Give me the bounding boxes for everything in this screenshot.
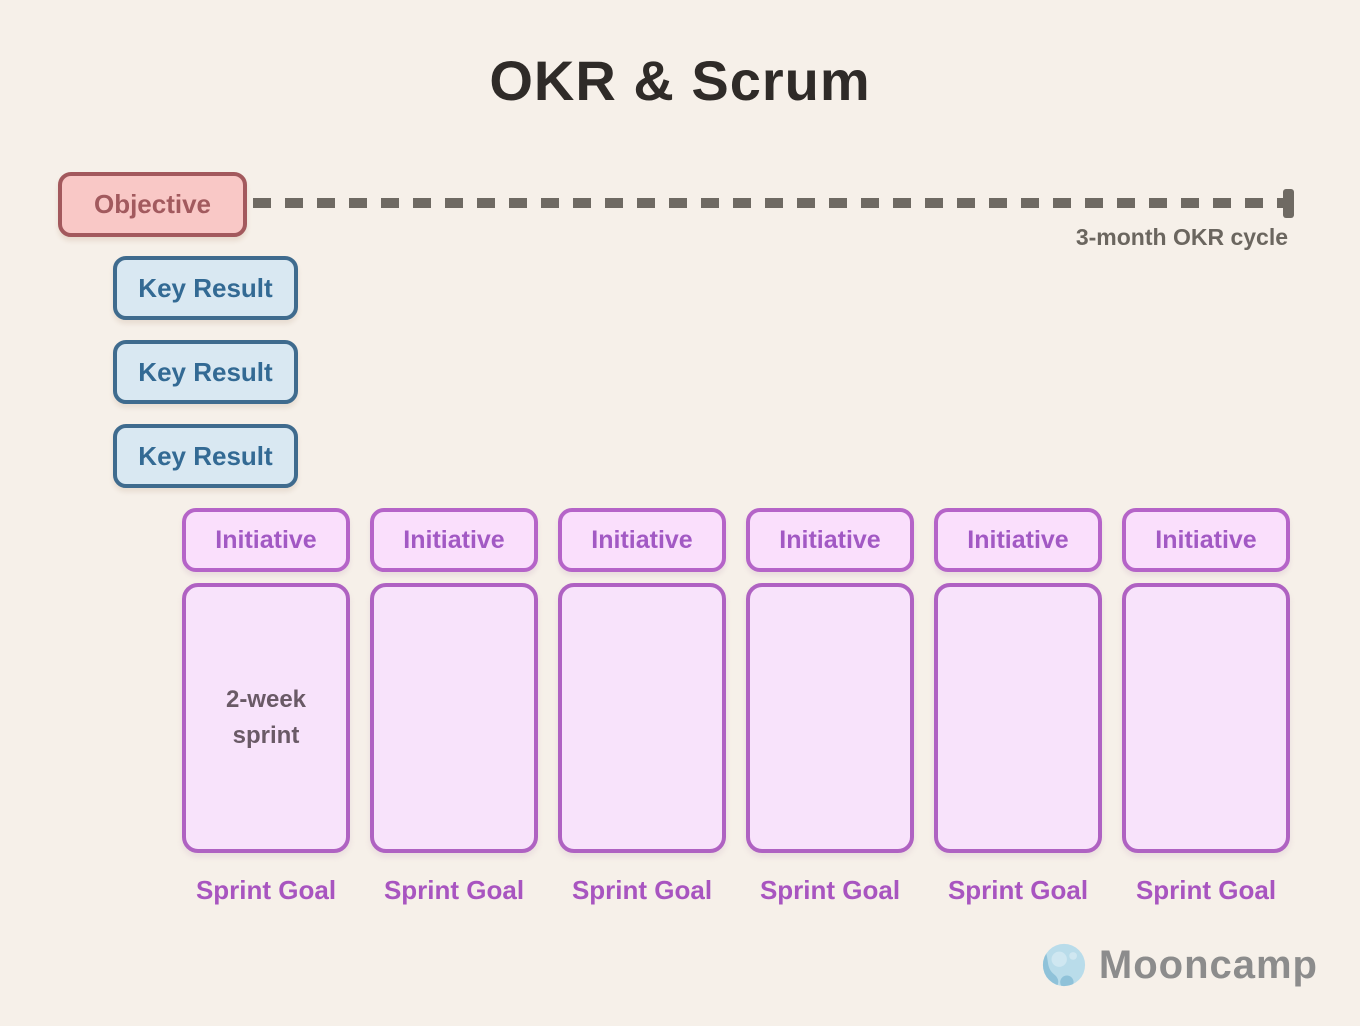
sprint-column: Initiative Sprint Goal [746,508,914,906]
sprint-goal-label: Sprint Goal [383,875,525,905]
sprint-box [746,583,914,853]
initiative-label: Initiative [779,525,881,554]
key-result-label: Key Result [138,272,273,303]
sprint-columns: Initiative 2-week sprint Sprint Goal Ini… [182,508,1290,906]
sprint-column: Initiative Sprint Goal [934,508,1102,906]
sprint-box: 2-week sprint [182,583,350,853]
brand-footer: Mooncamp [1041,942,1318,988]
okr-cycle-label: 3-month OKR cycle [1075,224,1288,250]
objective-label: Objective [93,189,212,219]
initiative-box: Initiative [746,508,914,572]
sprint-goal-label: Sprint Goal [759,875,901,905]
key-result-box: Key Result [113,340,298,404]
sprint-goal-label: Sprint Goal [1135,875,1277,905]
sprint-box [934,583,1102,853]
sprint-box [370,583,538,853]
okr-cycle-dashed-line [253,198,1283,208]
initiative-label: Initiative [591,525,693,554]
key-result-box: Key Result [113,424,298,488]
page-title: OKR & Scrum [489,49,871,112]
sprint-column: Initiative Sprint Goal [370,508,538,906]
initiative-box: Initiative [370,508,538,572]
brand-name: Mooncamp [1098,942,1318,987]
key-result-label: Key Result [138,356,273,387]
initiative-label: Initiative [403,525,505,554]
initiative-label: Initiative [1155,525,1257,554]
sprint-column: Initiative 2-week sprint Sprint Goal [182,508,350,906]
mooncamp-moon-icon [1042,943,1085,987]
okr-cycle-end-cap [1283,189,1294,218]
sprint-box [1122,583,1290,853]
initiative-label: Initiative [967,525,1069,554]
objective-box: Objective [58,172,247,237]
sprint-column: Initiative Sprint Goal [1122,508,1290,906]
key-results-group: Key Result Key Result Key Result [113,256,298,488]
key-result-box: Key Result [113,256,298,320]
initiative-box: Initiative [558,508,726,572]
initiative-box: Initiative [1122,508,1290,572]
sprint-goal-label: Sprint Goal [195,875,337,905]
initiative-label: Initiative [215,525,317,554]
sprint-note: 2-week sprint [225,686,307,749]
initiative-box: Initiative [934,508,1102,572]
initiative-box: Initiative [182,508,350,572]
sprint-box [558,583,726,853]
sprint-column: Initiative Sprint Goal [558,508,726,906]
sprint-goal-label: Sprint Goal [571,875,713,905]
sprint-goal-label: Sprint Goal [947,875,1089,905]
key-result-label: Key Result [138,440,273,471]
